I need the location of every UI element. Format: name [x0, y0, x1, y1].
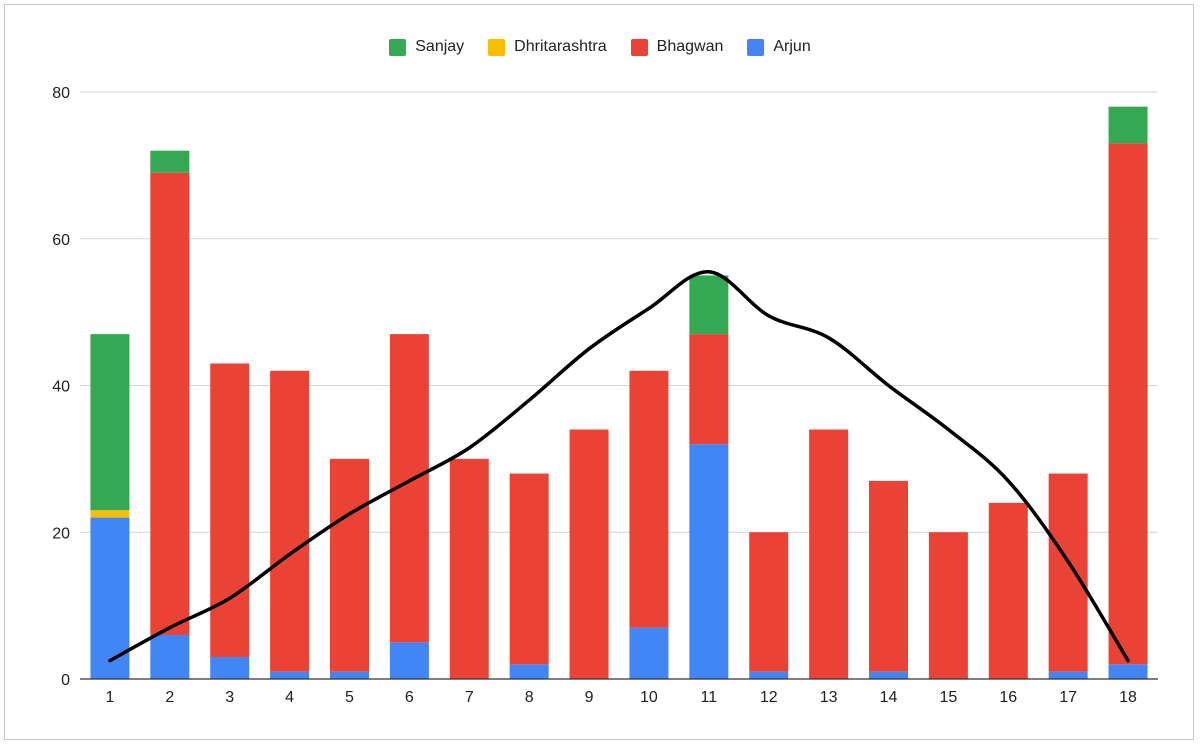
x-tick-label: 5: [345, 689, 354, 706]
bar-bhagwan: [869, 480, 908, 672]
x-tick-label: 1: [105, 689, 114, 706]
x-tick-label: 2: [165, 689, 174, 706]
x-tick-label: 15: [939, 689, 957, 706]
bar-arjun: [1108, 664, 1148, 679]
bar-sanjay: [150, 150, 190, 173]
bar-arjun: [749, 671, 789, 679]
legend: Sanjay Dhritarashtra Bhagwan Arjun: [0, 38, 1200, 56]
bar-arjun: [270, 671, 310, 679]
bar-sanjay: [1108, 106, 1148, 144]
bar-arjun: [389, 642, 429, 679]
bar-bhagwan: [569, 429, 609, 679]
bar-arjun: [869, 671, 908, 679]
y-tick-label: 0: [61, 672, 70, 689]
legend-label: Bhagwan: [656, 38, 724, 55]
legend-item-dhritarashtra: Dhritarashtra: [488, 38, 607, 56]
bar-arjun: [1048, 671, 1088, 679]
x-tick-label: 3: [225, 689, 234, 706]
bar-bhagwan: [1108, 143, 1148, 665]
x-tick-label: 12: [760, 689, 778, 706]
legend-label: Dhritarashtra: [514, 38, 607, 55]
bar-arjun: [150, 634, 190, 679]
bar-bhagwan: [689, 334, 729, 445]
bar-bhagwan: [270, 370, 310, 672]
bar-arjun: [689, 444, 729, 679]
x-tick-label: 11: [701, 689, 718, 706]
y-tick-label: 80: [52, 85, 70, 102]
bar-bhagwan: [928, 532, 968, 679]
legend-item-arjun: Arjun: [747, 38, 811, 56]
x-tick-label: 4: [285, 689, 294, 706]
bar-sanjay: [90, 334, 130, 511]
legend-label: Sanjay: [415, 38, 465, 55]
legend-item-sanjay: Sanjay: [389, 38, 464, 56]
bar-bhagwan: [988, 502, 1028, 679]
bar-bhagwan: [749, 532, 789, 672]
x-tick-label: 18: [1119, 689, 1137, 706]
bar-dhritarashtra: [90, 510, 130, 518]
x-tick-label: 7: [465, 689, 474, 706]
x-tick-label: 13: [820, 689, 838, 706]
bar-bhagwan: [210, 363, 250, 657]
legend-swatch: [747, 38, 765, 56]
x-tick-label: 6: [405, 689, 414, 706]
x-tick-label: 8: [525, 689, 534, 706]
y-tick-label: 20: [52, 525, 70, 542]
overlay-curve: [108, 270, 1130, 663]
legend-swatch: [389, 38, 407, 56]
bar-arjun: [509, 664, 549, 679]
x-tick-label: 14: [880, 689, 898, 706]
bar-arjun: [629, 627, 669, 679]
y-tick-label: 60: [52, 232, 70, 249]
x-tick-label: 17: [1059, 689, 1077, 706]
bar-arjun: [330, 671, 369, 679]
x-tick-label: 16: [999, 689, 1017, 706]
bar-arjun: [210, 656, 250, 679]
bar-bhagwan: [449, 458, 489, 679]
legend-swatch: [630, 38, 648, 56]
legend-item-bhagwan: Bhagwan: [630, 38, 724, 56]
bar-bhagwan: [150, 172, 190, 635]
x-tick-label: 9: [585, 689, 594, 706]
bar-bhagwan: [330, 458, 369, 672]
bar-bhagwan: [509, 473, 549, 665]
bar-bhagwan: [629, 370, 669, 628]
legend-label: Arjun: [773, 38, 811, 55]
bar-sanjay: [689, 275, 729, 335]
legend-swatch: [488, 38, 506, 56]
bar-bhagwan: [809, 429, 849, 679]
bar-bhagwan: [1048, 473, 1088, 672]
x-tick-label: 10: [640, 689, 658, 706]
y-tick-label: 40: [52, 379, 70, 396]
